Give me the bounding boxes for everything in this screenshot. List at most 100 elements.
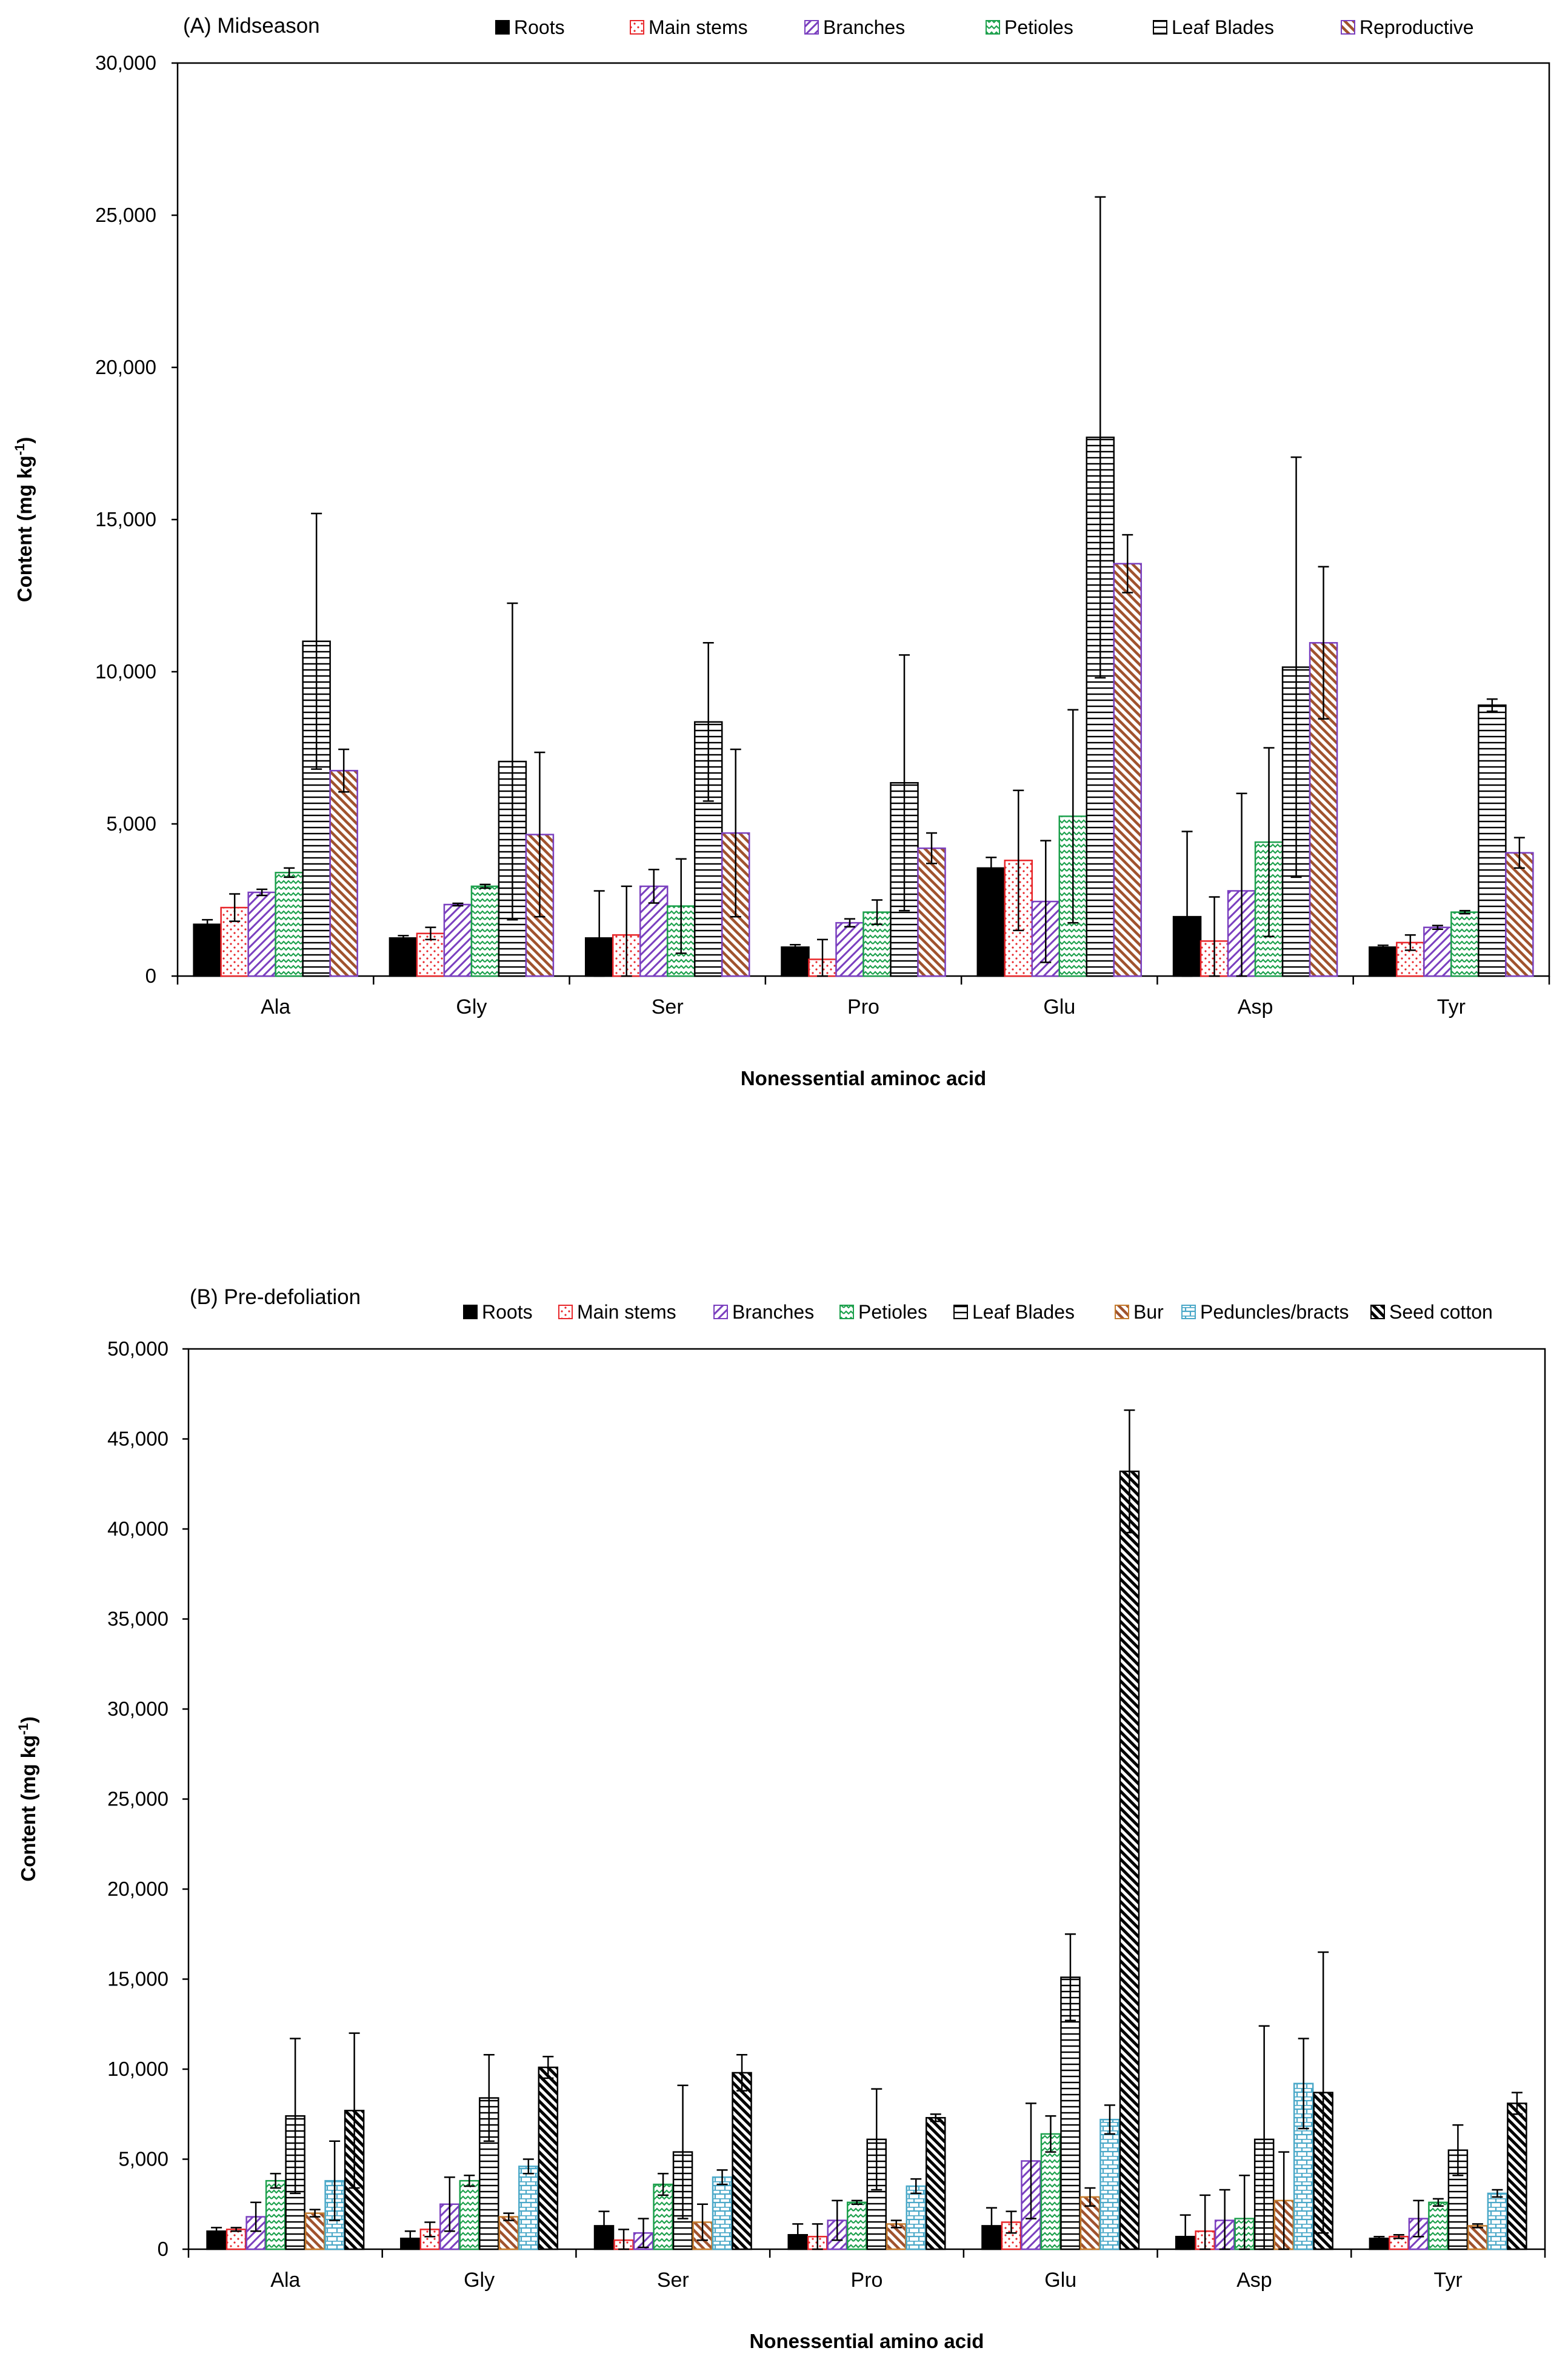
y-tick-label: 0 [158,2238,168,2260]
legend-swatch-leaf-blades [953,1305,968,1319]
bar-petioles-ala [265,2179,286,2250]
bar-roots-ala [193,923,222,977]
x-tick-label-pro: Pro [847,995,879,1019]
x-tick-label-tyr: Tyr [1437,995,1466,1019]
bar-reproductive-tyr [1505,852,1534,977]
bar-petioles-gly [459,2179,480,2250]
legend-swatch-petioles [839,1305,854,1319]
legend-label-branches: Branches [732,1301,814,1323]
legend-label-bur: Bur [1133,1301,1164,1323]
y-tick-label: 10,000 [107,2058,168,2080]
x-tick-label-gly: Gly [456,995,487,1019]
bar-petioles-ala [275,872,304,977]
legend-swatch-seed-cotton [1370,1305,1385,1319]
legend-swatch-leaf-blades [1153,20,1167,35]
bar-seed-cotton-pro [926,2116,946,2250]
y-tick-label: 20,000 [107,1878,168,1900]
legend-label-roots: Roots [514,16,565,38]
bar-petioles-pro [847,2201,867,2250]
legend-label-branches: Branches [823,16,905,38]
legend-swatch-peduncles-bracts [1181,1305,1196,1319]
legend-label-petioles: Petioles [858,1301,927,1323]
bar-branches-tyr [1423,926,1452,977]
x-tick-label-ser: Ser [657,2269,689,2292]
bar-main-stems-gly [416,932,445,977]
y-tick-label: 30,000 [95,52,156,74]
legend-swatch-petioles [986,20,1000,35]
legend-swatch-reproductive [1341,20,1355,35]
legend-swatch-main-stems [558,1305,573,1319]
bar-bur-ala [304,2212,325,2250]
bar-leaf-blades-tyr [1478,704,1507,977]
bar-roots-glu [976,867,1006,977]
y-tick-label: 20,000 [95,356,156,378]
y-tick-label: 5,000 [106,812,156,835]
y-tick-label: 30,000 [107,1698,168,1720]
bar-bur-tyr [1467,2225,1488,2250]
legend-label-seed-cotton: Seed cotton [1389,1301,1493,1323]
y-tick-label: 10,000 [95,660,156,683]
legend-swatch-roots [495,20,510,35]
x-tick-label-pro: Pro [851,2269,883,2292]
x-tick-label-ala: Ala [270,2269,300,2292]
bar-petioles-tyr [1428,2201,1449,2250]
y-tick-label: 0 [145,965,156,987]
y-tick-label: 15,000 [107,1968,168,1990]
y-tick-label: 25,000 [107,1788,168,1810]
bar-petioles-glu [1040,2133,1061,2250]
plot-area [187,1348,1546,2250]
legend-swatch-main-stems [630,20,644,35]
y-tick-label: 50,000 [107,1337,168,1360]
bar-branches-ser [639,885,669,977]
legend-label-reproductive: Reproductive [1359,16,1474,38]
legend-swatch-bur [1115,1305,1129,1319]
bar-peduncles-bracts-gly [518,2166,539,2250]
bar-bur-pro [886,2223,907,2250]
x-tick-label-ser: Ser [652,995,684,1019]
bar-seed-cotton-gly [538,2066,559,2250]
legend-label-peduncles-bracts: Peduncles/bracts [1200,1301,1349,1323]
x-tick-label-asp: Asp [1236,2269,1272,2292]
x-axis-label: Nonessential aminoc acid [741,1067,986,1089]
plot-area [176,62,1550,977]
legend-label-leaf-blades: Leaf Blades [972,1301,1075,1323]
legend-swatch-branches [713,1305,728,1319]
legend-swatch-roots [463,1305,478,1319]
legend-label-petioles: Petioles [1004,16,1073,38]
x-tick-label-glu: Glu [1043,995,1075,1019]
bar-seed-cotton-glu [1119,1470,1140,2250]
y-tick-label: 40,000 [107,1517,168,1540]
chart-title: (B) Pre-defoliation [190,1285,361,1309]
legend-label-main-stems: Main stems [649,16,748,38]
legend-swatch-branches [804,20,819,35]
x-tick-label-gly: Gly [464,2269,495,2292]
bar-roots-pro [781,946,810,977]
bar-peduncles-bracts-glu [1099,2118,1120,2250]
legend-label-main-stems: Main stems [577,1301,676,1323]
x-tick-label-ala: Ala [261,995,290,1019]
bar-roots-tyr [1369,946,1398,977]
bar-peduncles-bracts-tyr [1487,2192,1508,2250]
bar-main-stems-gly [419,2229,441,2250]
bar-reproductive-pro [917,847,946,977]
bar-leaf-blades-pro [866,2138,887,2250]
y-axis-label: Content (mg kg-1) [16,1716,40,1882]
bar-roots-gly [389,937,418,977]
x-tick-label-glu: Glu [1044,2269,1076,2292]
bar-reproductive-ala [329,769,358,977]
bar-peduncles-bracts-pro [906,2185,926,2250]
bar-branches-ala [247,891,276,977]
x-tick-label-asp: Asp [1238,995,1273,1019]
bar-main-stems-glu [1001,2221,1022,2250]
bar-branches-gly [443,903,473,977]
x-axis-label: Nonessential amino acid [750,2330,984,2352]
bar-reproductive-glu [1113,563,1143,977]
bar-branches-pro [835,922,864,977]
x-tick-label-tyr: Tyr [1434,2269,1463,2292]
bar-seed-cotton-tyr [1507,2102,1527,2250]
bar-leaf-blades-glu [1060,1976,1081,2250]
bar-main-stems-ala [225,2229,247,2250]
legend-label-roots: Roots [482,1301,533,1323]
bar-bur-gly [498,2216,519,2250]
